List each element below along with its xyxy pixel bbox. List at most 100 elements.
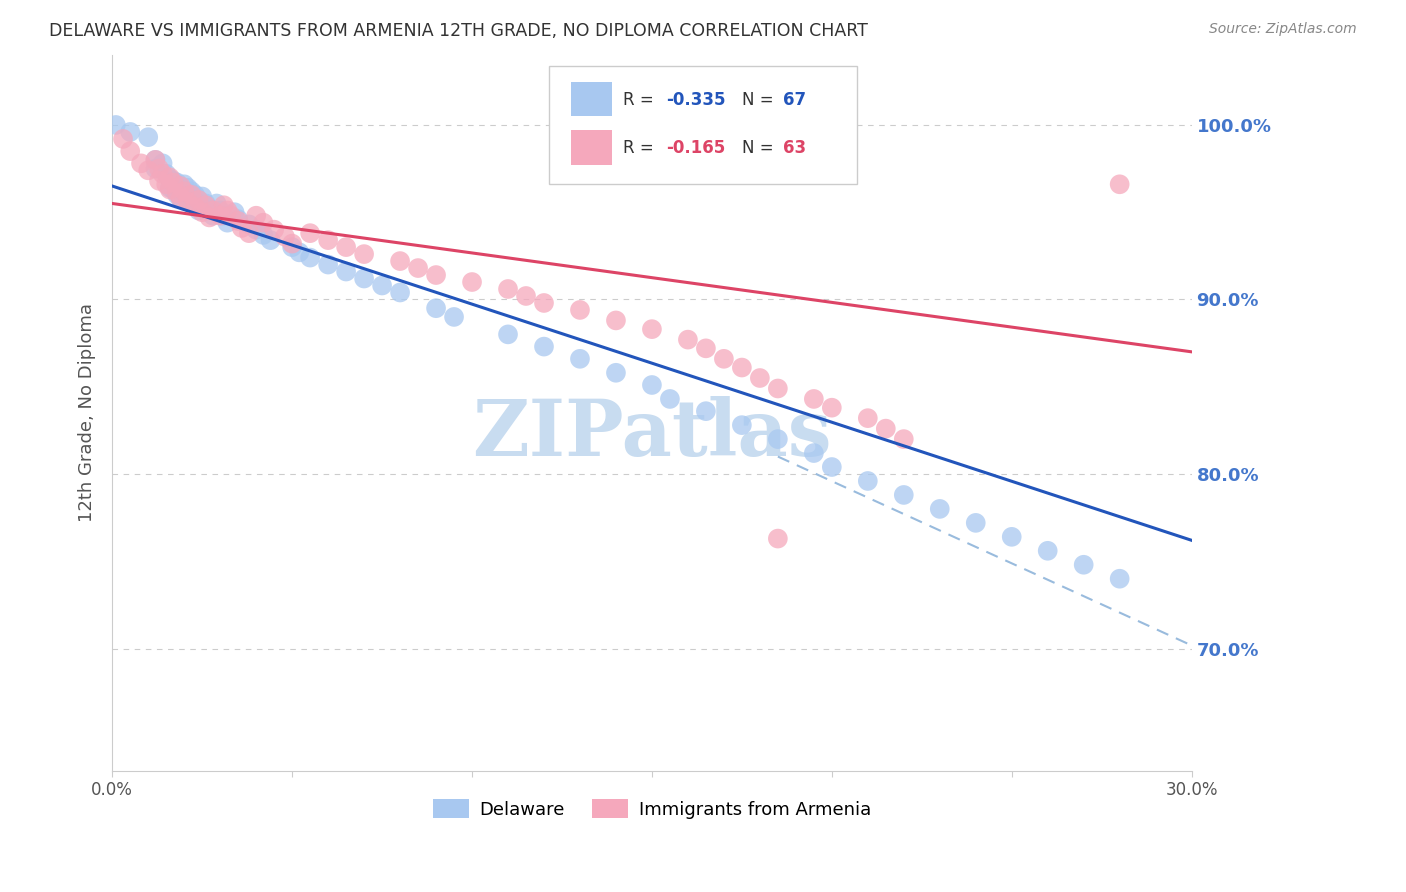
- Point: [569, 302, 592, 317]
- Point: [893, 488, 915, 502]
- Point: [169, 191, 191, 205]
- Text: N =: N =: [741, 91, 779, 109]
- Point: [965, 516, 987, 530]
- Point: [252, 216, 274, 230]
- Text: ZIPatlas: ZIPatlas: [472, 396, 832, 473]
- Point: [162, 176, 184, 190]
- Point: [389, 285, 412, 300]
- Point: [148, 161, 170, 176]
- Point: [177, 191, 200, 205]
- Point: [238, 218, 260, 232]
- Point: [145, 153, 167, 167]
- Point: [569, 351, 592, 366]
- Point: [169, 191, 191, 205]
- Point: [184, 200, 207, 214]
- Point: [145, 153, 167, 167]
- Point: [194, 198, 217, 212]
- Text: -0.335: -0.335: [666, 91, 725, 109]
- Text: DELAWARE VS IMMIGRANTS FROM ARMENIA 12TH GRADE, NO DIPLOMA CORRELATION CHART: DELAWARE VS IMMIGRANTS FROM ARMENIA 12TH…: [49, 22, 868, 40]
- Point: [198, 211, 221, 225]
- Point: [281, 240, 304, 254]
- Point: [187, 193, 209, 207]
- Text: 67: 67: [783, 91, 806, 109]
- Point: [875, 422, 897, 436]
- Point: [177, 194, 200, 209]
- Point: [281, 236, 304, 251]
- Point: [217, 203, 239, 218]
- Point: [641, 322, 664, 336]
- Point: [856, 474, 879, 488]
- Point: [259, 233, 281, 247]
- Text: Source: ZipAtlas.com: Source: ZipAtlas.com: [1209, 22, 1357, 37]
- Point: [1108, 178, 1130, 192]
- Point: [605, 313, 627, 327]
- Point: [217, 216, 239, 230]
- Point: [162, 182, 184, 196]
- Point: [1073, 558, 1095, 572]
- Point: [928, 502, 950, 516]
- Point: [184, 187, 207, 202]
- Point: [209, 209, 232, 223]
- Point: [166, 176, 188, 190]
- Point: [180, 184, 202, 198]
- Point: [145, 161, 167, 176]
- Point: [274, 229, 297, 244]
- Point: [658, 392, 681, 406]
- Text: R =: R =: [623, 91, 659, 109]
- Point: [1036, 543, 1059, 558]
- Point: [224, 205, 246, 219]
- Point: [191, 205, 214, 219]
- Point: [425, 301, 447, 316]
- Point: [748, 371, 770, 385]
- Point: [893, 432, 915, 446]
- Point: [155, 167, 177, 181]
- Point: [856, 411, 879, 425]
- Point: [353, 247, 375, 261]
- Point: [496, 282, 519, 296]
- Point: [159, 172, 181, 186]
- Point: [205, 196, 228, 211]
- Point: [152, 156, 174, 170]
- Point: [212, 209, 235, 223]
- Point: [219, 209, 242, 223]
- Point: [187, 203, 209, 218]
- Point: [173, 186, 195, 200]
- FancyBboxPatch shape: [550, 66, 858, 184]
- Point: [316, 233, 339, 247]
- Point: [173, 178, 195, 192]
- Point: [166, 187, 188, 202]
- Point: [120, 144, 142, 158]
- Point: [676, 333, 699, 347]
- Point: [231, 221, 253, 235]
- Point: [821, 401, 844, 415]
- Point: [169, 181, 191, 195]
- Point: [180, 187, 202, 202]
- Point: [201, 203, 224, 218]
- Point: [316, 258, 339, 272]
- Point: [443, 310, 465, 324]
- Point: [152, 167, 174, 181]
- Point: [212, 198, 235, 212]
- Point: [766, 432, 789, 446]
- Point: [194, 196, 217, 211]
- Point: [187, 193, 209, 207]
- Point: [166, 186, 188, 200]
- Point: [299, 251, 322, 265]
- Point: [226, 214, 249, 228]
- Point: [162, 174, 184, 188]
- Point: [245, 209, 267, 223]
- Text: -0.165: -0.165: [666, 139, 725, 157]
- Point: [104, 118, 127, 132]
- Point: [180, 196, 202, 211]
- Text: 63: 63: [783, 139, 806, 157]
- Point: [198, 202, 221, 216]
- Point: [515, 289, 537, 303]
- Point: [120, 125, 142, 139]
- Point: [496, 327, 519, 342]
- Point: [425, 268, 447, 282]
- Point: [155, 178, 177, 192]
- Point: [766, 382, 789, 396]
- Legend: Delaware, Immigrants from Armenia: Delaware, Immigrants from Armenia: [426, 792, 879, 826]
- Text: N =: N =: [741, 139, 779, 157]
- Point: [238, 226, 260, 240]
